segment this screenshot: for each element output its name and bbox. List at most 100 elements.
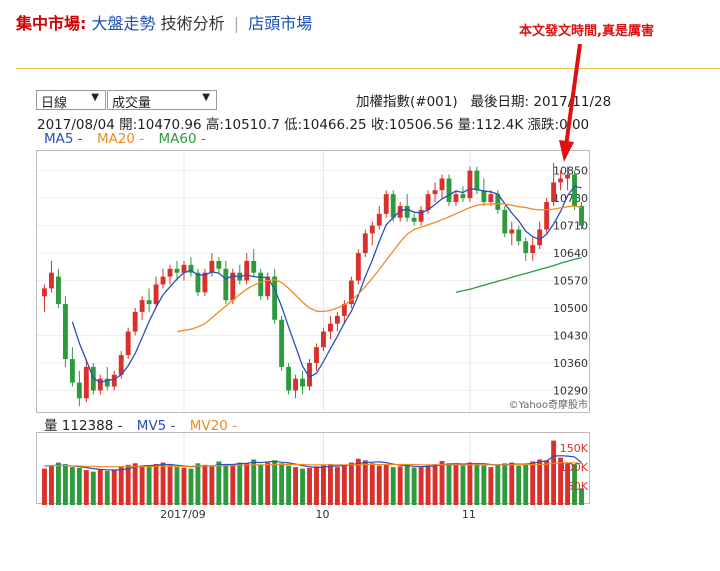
price-tick-label: 10780 <box>553 192 588 205</box>
close-value: 10506.56 <box>388 117 454 133</box>
candle-body <box>453 194 459 203</box>
volume-bar <box>97 469 103 505</box>
legend-mv20: MV20 - <box>189 418 237 434</box>
index-name: 加權指數(#001) <box>356 94 458 110</box>
volume-tick-label: 50K <box>567 480 589 493</box>
volume-bar <box>244 463 250 505</box>
candle-body <box>230 272 236 301</box>
volume-bar <box>537 459 543 505</box>
market-nav: 集中市場: 大盤走勢 技術分析 | 店頭市場 <box>16 10 312 34</box>
candle-body <box>174 268 180 273</box>
candle-body <box>223 268 229 301</box>
candle-body <box>42 288 47 297</box>
indicator-select-value: 成交量 <box>112 96 152 111</box>
volume-bar <box>195 463 201 505</box>
volume-bar <box>460 465 466 505</box>
candle-body <box>83 366 89 399</box>
volume-bar <box>453 464 459 505</box>
candle-body <box>49 272 54 289</box>
candle-body <box>495 194 501 210</box>
candle-body <box>272 276 278 320</box>
volume-bar <box>321 465 326 505</box>
volume-bar <box>565 462 571 505</box>
volume-bar <box>495 464 501 505</box>
volume-bar <box>279 463 285 505</box>
candle-body <box>160 276 166 285</box>
candle-body <box>181 264 187 273</box>
candle-body <box>202 272 208 293</box>
volume-bar <box>467 462 473 505</box>
volume-bar <box>265 462 271 505</box>
legend-ma20: MA20 - <box>96 131 145 147</box>
candle-body <box>314 347 319 363</box>
legend-ma60: MA60 - <box>158 131 206 147</box>
candle-body <box>216 260 222 269</box>
candle-body <box>390 194 396 218</box>
legend-mv5: MV5 - <box>136 418 176 434</box>
ma-legend: MA5 - MA20 - MA60 - <box>44 131 216 147</box>
volume-bar <box>404 465 410 505</box>
candle-body <box>76 382 82 399</box>
volume-bar <box>209 466 215 505</box>
volume-legend: 量 112388 - MV5 - MV20 - <box>44 414 247 434</box>
candle-body <box>244 260 250 281</box>
volume-bar <box>376 465 382 505</box>
volume-bar <box>488 467 494 505</box>
chevron-down-icon: ▼ <box>202 92 210 103</box>
mv20-line <box>44 462 582 468</box>
candle-body <box>488 194 494 203</box>
nav-otc-link[interactable]: 店頭市場 <box>248 14 313 33</box>
period-select-value: 日線 <box>41 96 68 111</box>
indicator-select[interactable]: 成交量 ▼ <box>107 90 217 111</box>
candle-body <box>467 170 473 199</box>
volume-bar <box>369 463 375 505</box>
candle-body <box>418 209 424 222</box>
candle-body <box>460 194 466 199</box>
volume-bar <box>62 464 68 505</box>
volume-bar <box>341 464 347 505</box>
ma5-line <box>71 185 582 384</box>
volume-bar <box>355 458 361 505</box>
volume-bar <box>334 467 340 505</box>
volume-bar <box>579 488 584 505</box>
candle-body <box>565 174 571 179</box>
candle-body <box>104 378 110 387</box>
low-value: 10466.25 <box>302 117 367 133</box>
volume-bar <box>216 461 222 505</box>
volume-bar <box>160 462 166 505</box>
nav-tech-link[interactable]: 技術分析 <box>160 14 225 33</box>
volume-tick-label: 150K <box>560 442 589 455</box>
ma60-line <box>455 257 582 293</box>
watermark: ©Yahoo奇摩股市 <box>509 398 588 411</box>
price-tick-label: 10570 <box>553 275 588 288</box>
volume-bar <box>397 466 403 505</box>
candle-body <box>474 170 480 191</box>
x-tick-label: 10 <box>315 508 329 521</box>
candle-body <box>348 280 354 305</box>
volume-bar <box>572 464 577 505</box>
last-date: 2017/11/28 <box>533 94 612 110</box>
candle-body <box>209 260 215 273</box>
volume-bar <box>237 462 243 505</box>
candle-body <box>411 217 417 222</box>
candle-body <box>327 323 333 332</box>
candle-body <box>286 366 292 391</box>
volume-bar <box>146 466 152 505</box>
candle-body <box>579 205 584 226</box>
price-tick-label: 10500 <box>553 302 588 315</box>
volume-bar <box>69 467 75 505</box>
candle-body <box>376 213 382 226</box>
close-label: 收: <box>370 117 389 133</box>
volume-bar <box>90 471 96 505</box>
volume-label: 量: <box>457 117 476 133</box>
candle-body <box>167 268 173 277</box>
volume-bar <box>523 464 529 505</box>
candle-body <box>425 194 431 210</box>
candle-body <box>341 304 347 316</box>
nav-trend-link[interactable]: 大盤走勢 <box>91 14 156 33</box>
volume-bar <box>418 467 424 505</box>
period-select[interactable]: 日線 ▼ <box>36 90 106 111</box>
candle-body <box>251 260 257 273</box>
volume-bar <box>118 467 124 505</box>
volume-bar <box>390 467 396 505</box>
